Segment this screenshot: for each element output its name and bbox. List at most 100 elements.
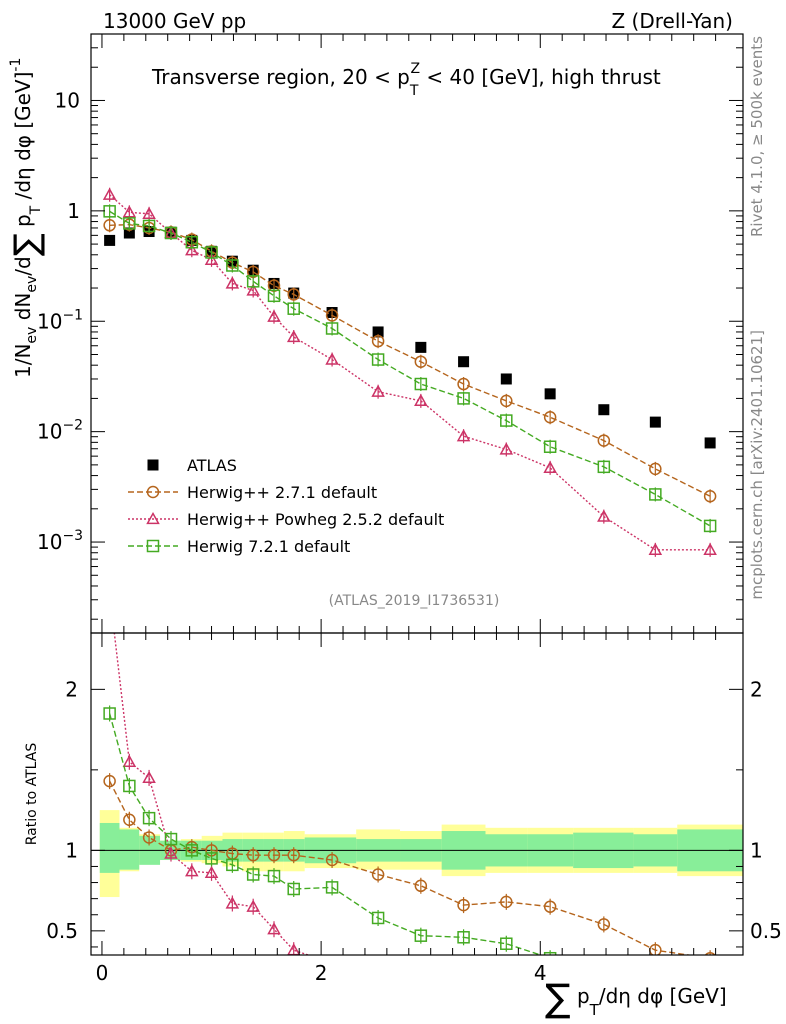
data-point [703, 542, 717, 555]
ratio-y-tick-label: 1 [65, 838, 78, 862]
y-tick-label: 10 [55, 88, 80, 112]
ratio-point [226, 858, 239, 872]
data-point [543, 411, 557, 424]
legend-marker [146, 539, 160, 553]
legend-marker [147, 459, 159, 471]
data-point [371, 334, 385, 348]
ratio-point [325, 853, 339, 867]
data-point [457, 392, 470, 405]
mcplots-reference-label: mcplots.cern.ch [arXiv:2401.10621] [748, 330, 766, 600]
ratio-point [704, 951, 716, 955]
ratio-point [142, 770, 156, 784]
ratio-point [500, 937, 513, 950]
ratio-point [373, 958, 384, 968]
data-point [204, 252, 219, 265]
data-point [185, 235, 199, 249]
legend: ATLAS Herwig++ 2.7.1 default Herwig++ Powh… [128, 456, 444, 556]
data-point [371, 384, 385, 397]
ratio-point [325, 881, 339, 894]
ratio-point [204, 865, 219, 879]
ratio-point [142, 811, 156, 825]
ratio-point [103, 774, 116, 788]
ratio-y-tick-label-right: 0.5 [750, 919, 782, 943]
data-point [325, 309, 339, 322]
data-point [649, 416, 661, 428]
ratio-point [371, 868, 385, 881]
data-point [500, 373, 512, 385]
data-point [499, 442, 514, 455]
ratio-point [287, 882, 300, 896]
legend-marker [146, 511, 160, 525]
ratio-point [543, 951, 557, 955]
ratio-point [598, 958, 609, 968]
ratio-point [327, 958, 338, 968]
data-point [704, 437, 716, 449]
ratio-point [597, 918, 611, 931]
data-point [267, 289, 281, 303]
data-point [649, 462, 662, 476]
ratio-y-axis-label: Ratio to ATLAS [24, 743, 40, 846]
data-point [246, 275, 260, 288]
y-tick-label: 10−2 [37, 418, 83, 444]
ratio-point [142, 831, 156, 844]
ratio-point [123, 779, 136, 793]
ratio-point [414, 879, 428, 893]
y-tick-label: 10−1 [37, 307, 83, 333]
ratio-point [501, 958, 512, 968]
ratio-point [104, 587, 115, 597]
ratio-y-tick-label-right: 2 [750, 677, 763, 701]
ratio-point [267, 922, 281, 935]
data-point [205, 246, 218, 259]
ratio-point [123, 813, 136, 827]
legend-label: Herwig++ 2.7.1 default [187, 483, 377, 502]
legend-marker [146, 485, 160, 499]
header-process: 13000 GeV pp [103, 9, 246, 33]
analysis-watermark: (ATLAS_2019_I1736531) [329, 593, 500, 609]
ratio-frame [90, 632, 744, 956]
ratio-y-tick-label: 2 [65, 677, 78, 701]
ratio-point [650, 958, 661, 968]
data-point [225, 276, 240, 289]
y-tick-label: 1 [67, 199, 80, 223]
ratio-point [705, 958, 716, 968]
data-point [123, 217, 136, 230]
ratio-band-inner [99, 822, 120, 873]
data-point [287, 288, 300, 301]
data-point [267, 309, 281, 322]
data-point [325, 322, 339, 335]
ratio-point [457, 931, 470, 944]
ratio-point [164, 846, 178, 859]
ratio-point [415, 958, 426, 968]
data-point [185, 243, 199, 256]
data-point [703, 489, 717, 503]
header-channel: Z (Drell-Yan) [611, 9, 733, 33]
ratio-point [205, 852, 218, 865]
ratio-point [164, 832, 178, 846]
ratio-point [246, 899, 260, 912]
ratio-point [185, 844, 199, 857]
ratio-point [414, 929, 428, 942]
ratio-y-tick-label-right: 1 [750, 838, 763, 862]
legend-label: Herwig++ Powheg 2.5.2 default [187, 510, 444, 529]
data-point [500, 414, 513, 427]
x-tick-label: 4 [534, 961, 547, 985]
ratio-y-tick-label: 0.5 [46, 919, 78, 943]
data-point [597, 509, 611, 522]
data-point [414, 377, 428, 391]
data-point [458, 356, 470, 368]
data-point [597, 434, 611, 447]
ratio-point [543, 900, 557, 913]
data-point [102, 187, 117, 200]
rivet-version-label: Rivet 4.1.0, ≥ 500k events [748, 36, 766, 237]
ratio-point [371, 911, 385, 925]
legend-label: Herwig 7.2.1 default [187, 537, 350, 556]
data-point [597, 460, 611, 474]
data-point [414, 393, 428, 407]
y-tick-label: 10−3 [37, 528, 83, 554]
data-point [226, 259, 239, 272]
data-point [104, 234, 116, 246]
x-axis-label: ∑ pT/dη dφ [GeV] [545, 976, 727, 1020]
x-tick-label: 2 [315, 961, 328, 985]
data-point [286, 329, 301, 343]
legend-label: ATLAS [187, 456, 237, 475]
